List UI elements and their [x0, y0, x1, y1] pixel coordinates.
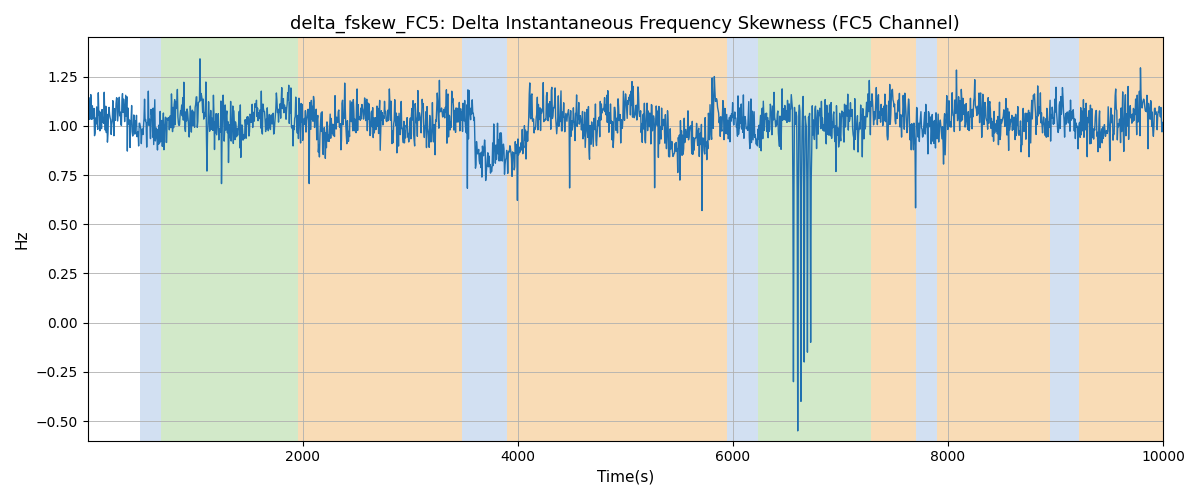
Bar: [1050, 38, 1079, 440]
Bar: [462, 38, 506, 440]
Y-axis label: Hz: Hz: [14, 230, 30, 249]
Bar: [916, 38, 937, 440]
Bar: [140, 38, 161, 440]
Bar: [727, 38, 757, 440]
Bar: [161, 38, 299, 440]
Title: delta_fskew_FC5: Delta Instantaneous Frequency Skewness (FC5 Channel): delta_fskew_FC5: Delta Instantaneous Fre…: [290, 15, 960, 34]
Bar: [870, 38, 916, 440]
Bar: [757, 38, 870, 440]
Bar: [1079, 38, 1163, 440]
Bar: [506, 38, 642, 440]
Bar: [299, 38, 462, 440]
Bar: [937, 38, 1050, 440]
Bar: [642, 38, 727, 440]
X-axis label: Time(s): Time(s): [596, 470, 654, 485]
